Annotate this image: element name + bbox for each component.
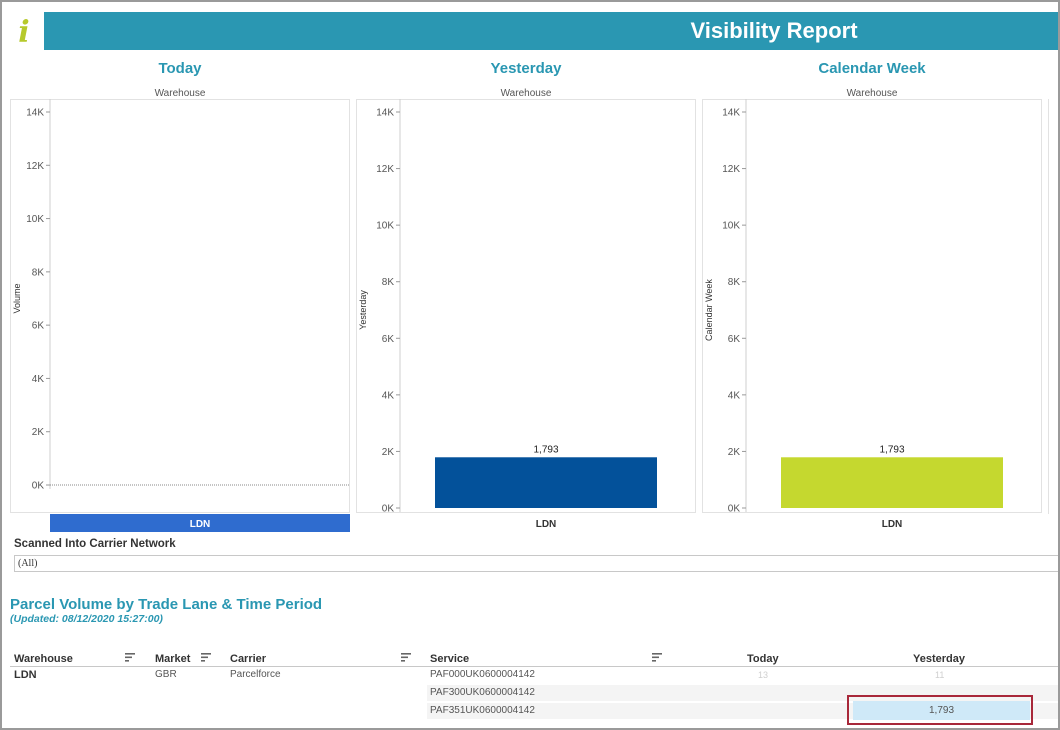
cell-service[interactable]: PAF000UK0600004142	[430, 669, 535, 680]
y-tick-label: 10K	[722, 221, 740, 232]
y-tick-label: 8K	[32, 267, 45, 278]
next-panel-edge	[1048, 99, 1049, 514]
updated-timestamp: (Updated: 08/12/2020 15:27:00)	[10, 613, 163, 625]
info-logo-icon: i	[18, 14, 30, 50]
y-tick-label: 12K	[722, 164, 740, 175]
y-tick-label: 0K	[382, 504, 395, 515]
y-tick-label: 14K	[376, 108, 394, 119]
category-highlight-band	[50, 514, 350, 532]
cell-service[interactable]: PAF351UK0600004142	[430, 705, 535, 716]
cell-service[interactable]: PAF300UK0600004142	[430, 687, 535, 698]
highlight-box	[847, 695, 1033, 725]
chart-calendar-week[interactable]: 0K 2K 4K 6K 8K 10K 12K 14K Calendar Week 1,793 LDN	[702, 99, 1042, 532]
panel-title-calendar-week: Calendar Week	[818, 60, 926, 77]
y-tick-label: 10K	[376, 221, 394, 232]
highlighted-yesterday-cell[interactable]: 1,793	[853, 701, 1030, 720]
cell-carrier[interactable]: Parcelforce	[230, 669, 281, 680]
y-tick-label: 0K	[32, 481, 45, 492]
filter-value: (All)	[18, 558, 38, 569]
yesterday-panel: Yesterday Warehouse 0K 2K 4K 6K 8K 10K 12K 14K Y…	[356, 57, 696, 532]
category-label: LDN	[882, 519, 903, 530]
y-tick-label: 12K	[26, 161, 44, 172]
calendar-week-panel: Calendar Week Warehouse 0K 2K 4K 6K 8K 10K 12K…	[702, 57, 1042, 532]
sort-icon[interactable]	[201, 652, 212, 663]
y-tick-label: 14K	[722, 108, 740, 119]
chart-yesterday[interactable]: 0K 2K 4K 6K 8K 10K 12K 14K Yesterday 1,793 LDN	[356, 99, 696, 532]
panel-subtitle-today: Warehouse	[154, 88, 206, 99]
panel-subtitle-yesterday: Warehouse	[500, 88, 552, 99]
cell-warehouse[interactable]: LDN	[14, 669, 37, 681]
category-label: LDN	[190, 519, 211, 530]
data-label: 1,793	[533, 444, 558, 455]
y-tick-label: 14K	[26, 108, 44, 119]
chart-frame	[702, 99, 1042, 513]
y-tick-label: 4K	[728, 390, 741, 401]
y-tick-label: 2K	[32, 427, 45, 438]
title-banner: Visibility Report	[44, 12, 1058, 50]
header-divider	[10, 666, 1058, 667]
data-label: 1,793	[879, 444, 904, 455]
y-tick-label: 6K	[728, 334, 741, 345]
y-tick-label: 12K	[376, 164, 394, 175]
cell-market[interactable]: GBR	[155, 669, 177, 680]
panel-subtitle-calendar-week: Warehouse	[846, 88, 898, 99]
y-tick-label: 0K	[728, 504, 741, 515]
page-title: Visibility Report	[690, 18, 858, 43]
chart-frame	[356, 99, 696, 513]
y-tick-label: 10K	[26, 214, 44, 225]
y-tick-label: 8K	[728, 277, 741, 288]
y-tick-label: 2K	[728, 447, 741, 458]
today-panel: Today Warehouse 0K 2K 4K 6K 8K 10K 12K 14K Volum…	[10, 57, 350, 532]
sort-icon[interactable]	[125, 652, 136, 663]
row-stripe	[427, 685, 1058, 701]
sort-icon[interactable]	[652, 652, 663, 663]
y-tick-label: 6K	[382, 334, 395, 345]
chart-frame	[10, 99, 350, 513]
cell-yesterday[interactable]: 11	[935, 670, 945, 680]
col-header-service[interactable]: Service	[430, 653, 470, 665]
y-tick-label: 8K	[382, 277, 395, 288]
col-header-carrier[interactable]: Carrier	[230, 653, 267, 665]
y-tick-label: 4K	[32, 374, 45, 385]
filter-label: Scanned Into Carrier Network	[14, 538, 176, 550]
col-header-yesterday[interactable]: Yesterday	[913, 653, 965, 665]
y-axis-label: Calendar Week	[704, 279, 714, 341]
bar-ldn	[781, 457, 1003, 508]
col-header-today[interactable]: Today	[747, 653, 779, 665]
category-label: LDN	[536, 519, 557, 530]
carrier-network-filter-select[interactable]: (All)	[14, 555, 1058, 572]
panel-title-today: Today	[158, 60, 202, 77]
chart-today[interactable]: 0K 2K 4K 6K 8K 10K 12K 14K Volume LDN	[10, 99, 350, 532]
y-tick-label: 6K	[32, 321, 45, 332]
y-axis-label: Yesterday	[358, 290, 368, 330]
sort-icon[interactable]	[401, 652, 412, 663]
y-tick-label: 2K	[382, 447, 395, 458]
col-header-warehouse[interactable]: Warehouse	[14, 653, 73, 665]
bar-ldn	[435, 457, 657, 508]
panel-title-yesterday: Yesterday	[490, 60, 562, 77]
y-tick-label: 4K	[382, 390, 395, 401]
cell-today[interactable]: 13	[758, 670, 769, 680]
y-axis-label: Volume	[12, 283, 22, 313]
col-header-market[interactable]: Market	[155, 653, 191, 665]
table-title: Parcel Volume by Trade Lane & Time Perio…	[10, 596, 323, 613]
